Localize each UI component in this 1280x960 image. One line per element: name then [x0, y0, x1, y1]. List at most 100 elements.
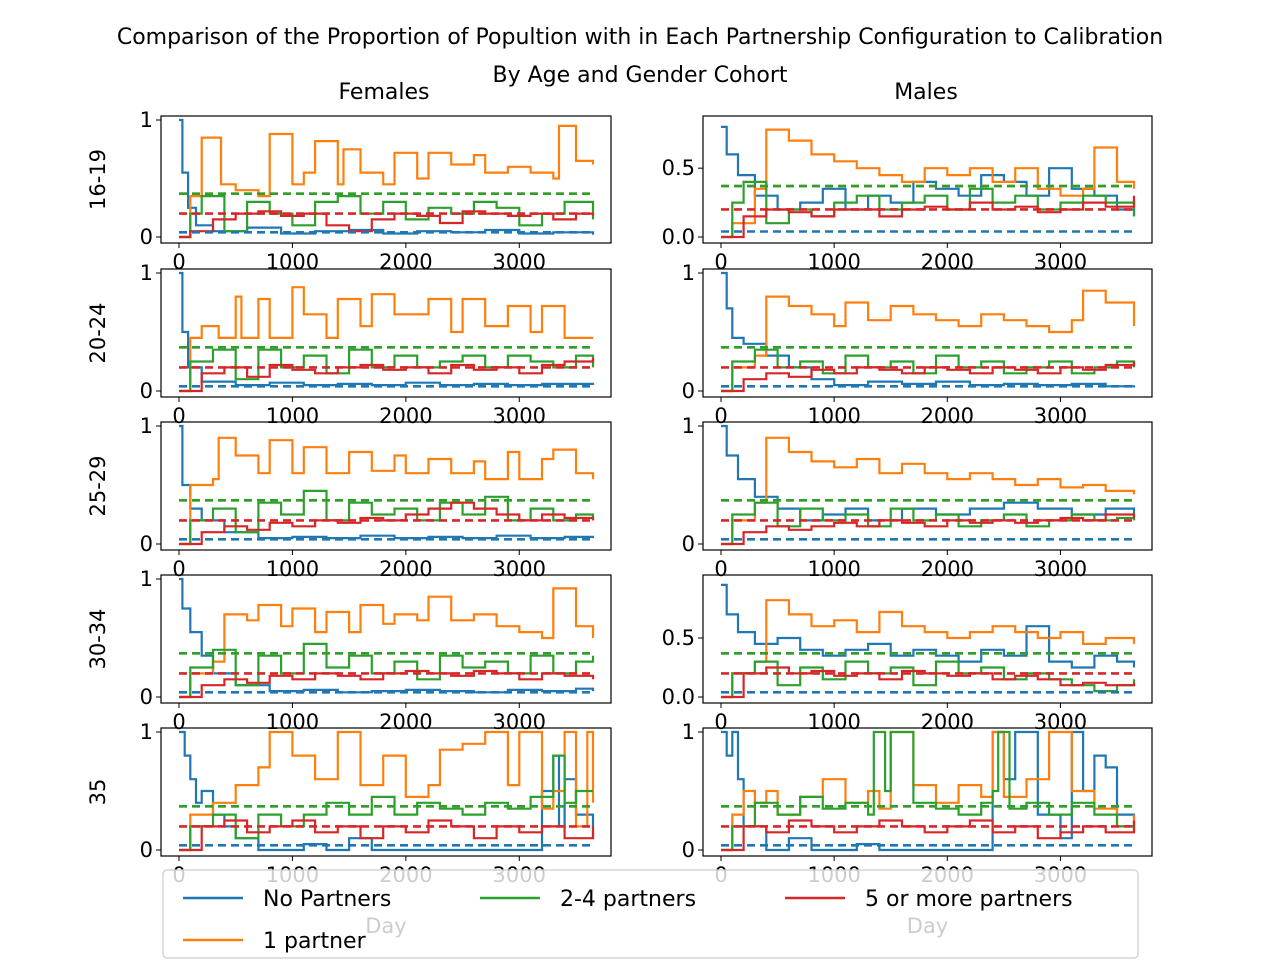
series-line-no-partners: [179, 424, 595, 540]
panel-series-group: [179, 271, 595, 393]
legend-item-1-partner: 1 partner: [183, 929, 367, 954]
x-tick-label: 2000: [921, 250, 974, 274]
panel-females-30-34: 0 1000 2000 3000 0 1 30-34: [86, 567, 612, 734]
panel-series-group: [179, 424, 595, 546]
axes-frame: [160, 727, 612, 857]
y-tick-label: 0: [140, 379, 153, 403]
panel-series-group: [721, 730, 1136, 852]
x-tick-label: 1000: [807, 710, 860, 734]
panel-series-group: [721, 125, 1136, 239]
axes-frame: [702, 268, 1153, 398]
x-tick-label: 2000: [379, 557, 432, 581]
series-line-1-partner: [179, 730, 595, 852]
figure-title-line2: By Age and Gender Cohort: [493, 63, 788, 88]
x-tick-label: 0: [172, 710, 185, 734]
series-line-5-or-more-partners: [179, 358, 595, 393]
x-tick-label: 3000: [493, 557, 546, 581]
series-line-5-or-more-partners: [179, 669, 595, 699]
panel-series-group: [179, 730, 595, 852]
panel-females-20-24: 0 1000 2000 3000 0 1 20-24: [86, 261, 612, 428]
x-tick-label: 3000: [493, 404, 546, 428]
axes-frame: [702, 574, 1153, 704]
series-line-2-4-partners: [179, 754, 593, 852]
series-line-5-or-more-partners: [721, 819, 1136, 852]
series-line-1-partner: [721, 128, 1136, 239]
x-tick-label: 1000: [807, 404, 860, 428]
x-tick-label: 0: [172, 250, 185, 274]
y-tick-label: 0: [682, 532, 695, 556]
x-tick-label: 1000: [266, 250, 319, 274]
series-line-5-or-more-partners: [179, 819, 595, 852]
x-tick-label: 1000: [807, 250, 860, 274]
series-line-2-4-partners: [721, 730, 1136, 852]
legend-label: No Partners: [263, 887, 391, 912]
x-tick-label: 0: [172, 404, 185, 428]
panel-series-group: [179, 577, 595, 699]
y-tick-label: 0: [140, 225, 153, 249]
series-line-1-partner: [721, 436, 1136, 546]
x-tick-label: 3000: [1034, 557, 1087, 581]
x-tick-label: 3000: [1034, 404, 1087, 428]
y-axis-label: 20-24: [86, 302, 110, 363]
panel-males-25-29: 0 1000 2000 3000 0 1: [682, 414, 1153, 581]
legend: No Partners 1 partner 2-4 partners 5 or mor…: [162, 869, 1139, 959]
axes-frame: [702, 421, 1153, 551]
axes-frame: [160, 574, 612, 704]
series-line-1-partner: [179, 124, 595, 239]
x-tick-label: 1000: [266, 557, 319, 581]
y-tick-label: 0: [682, 379, 695, 403]
x-tick-label: 0: [714, 404, 727, 428]
series-line-1-partner: [179, 286, 593, 393]
x-tick-label: 1000: [807, 557, 860, 581]
y-tick-label: 1: [140, 261, 153, 285]
panel-series-group: [721, 424, 1136, 546]
panel-males-30-34: 0 1000 2000 3000 0.0 0.5: [662, 574, 1153, 734]
legend-item-2-4-partners: 2-4 partners: [480, 887, 696, 912]
x-tick-label: 0: [172, 557, 185, 581]
y-tick-label: 1: [682, 414, 695, 438]
y-tick-label: 0.0: [662, 225, 695, 249]
y-tick-label: 1: [682, 720, 695, 744]
y-axis-label: 35: [86, 779, 110, 806]
y-tick-label: 0.0: [662, 685, 695, 709]
panel-females-16-19: 0 1000 2000 3000 0 1 16-19: [86, 108, 612, 274]
y-tick-label: 0.5: [662, 626, 695, 650]
series-line-2-4-partners: [721, 180, 1136, 239]
legend-frame: [162, 869, 1139, 959]
legend-label: 1 partner: [263, 929, 367, 954]
legend-label: 2-4 partners: [560, 887, 696, 912]
legend-item-5-or-more-partners: 5 or more partners: [785, 887, 1073, 912]
series-line-no-partners: [179, 577, 595, 694]
y-tick-label: 0: [140, 838, 153, 862]
y-tick-label: 0.5: [662, 156, 695, 180]
x-tick-label: 2000: [921, 557, 974, 581]
series-line-2-4-partners: [179, 489, 595, 546]
x-tick-label: 1000: [266, 710, 319, 734]
y-tick-label: 1: [140, 720, 153, 744]
y-tick-label: 1: [140, 414, 153, 438]
x-tick-label: 2000: [379, 250, 432, 274]
column-title-males: Males: [894, 80, 958, 105]
panel-series-group: [179, 118, 595, 239]
x-tick-label: 0: [714, 250, 727, 274]
y-tick-label: 1: [140, 567, 153, 591]
y-tick-label: 0: [140, 532, 153, 556]
y-tick-label: 0: [682, 838, 695, 862]
x-tick-label: 2000: [921, 710, 974, 734]
axes-frame: [160, 268, 612, 398]
y-axis-label: 25-29: [86, 455, 110, 516]
panel-females-25-29: 0 1000 2000 3000 0 1 25-29: [86, 414, 612, 581]
series-line-no-partners: [179, 118, 595, 235]
axes-frame: [702, 115, 1153, 244]
x-tick-label: 0: [714, 710, 727, 734]
series-line-2-4-partners: [721, 660, 1136, 699]
x-tick-label: 2000: [379, 404, 432, 428]
series-line-2-4-partners: [721, 348, 1136, 393]
panel-males-20-24: 0 1000 2000 3000 0 1: [682, 261, 1153, 428]
series-line-1-partner: [179, 436, 595, 546]
y-tick-label: 0: [140, 685, 153, 709]
x-tick-label: 1000: [266, 404, 319, 428]
column-title-females: Females: [338, 80, 429, 105]
